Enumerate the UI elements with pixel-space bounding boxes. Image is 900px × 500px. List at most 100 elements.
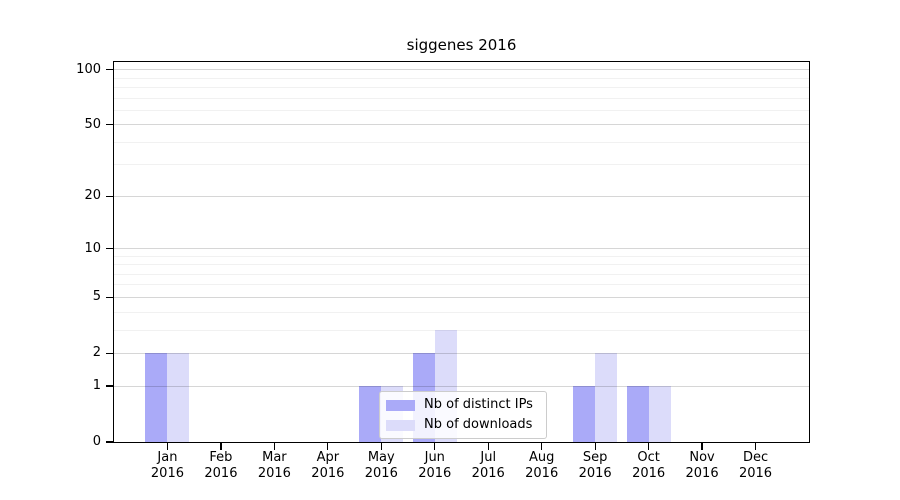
- x-tick: [380, 443, 382, 450]
- x-tick-label-line: 2016: [685, 466, 719, 481]
- x-tick-label-line: Jun: [424, 450, 445, 465]
- x-tick: [166, 443, 169, 450]
- y-tick: [106, 441, 113, 443]
- grid-line-minor: [114, 77, 809, 79]
- x-tick: [648, 443, 650, 450]
- x-tick-label-line: Apr: [316, 450, 340, 465]
- x-tick: [701, 443, 703, 450]
- x-tick-label-line: 2016: [150, 466, 184, 481]
- y-tick: [106, 124, 113, 126]
- y-tick: [106, 352, 113, 354]
- y-tick-label-20: 20: [84, 188, 101, 204]
- x-tick: [487, 443, 489, 450]
- y-tick-label-0: 0: [92, 434, 101, 449]
- x-tick-label-line: 2016: [525, 466, 559, 481]
- y-tick-label-5: 5: [92, 289, 101, 305]
- x-tick-label-mar-2016: Mar 2016: [239, 450, 309, 482]
- plot-area: [113, 61, 810, 443]
- bar-downloads-sep-2016: [595, 353, 618, 442]
- grid-line-minor: [114, 273, 809, 275]
- grid-line-minor: [114, 329, 809, 331]
- bar-ips-may-2016: [359, 386, 382, 442]
- legend-swatch-downloads-icon: [386, 419, 415, 431]
- grid-line-minor: [114, 264, 809, 266]
- x-tick-label-line: 2016: [311, 466, 345, 481]
- grid-line-major: [114, 385, 809, 387]
- x-tick-label-line: Dec: [742, 450, 769, 465]
- bar-ips-oct-2016: [626, 386, 649, 442]
- x-tick-label-feb-2016: Feb 2016: [186, 450, 256, 482]
- y-tick: [106, 296, 113, 298]
- x-tick: [434, 443, 436, 450]
- x-tick-label-line: May: [367, 450, 395, 465]
- x-tick-label-line: 2016: [578, 466, 612, 481]
- x-tick: [220, 443, 222, 450]
- x-tick-label-line: Feb: [209, 450, 233, 465]
- x-tick: [273, 443, 275, 450]
- y-tick-label-2: 2: [92, 345, 101, 361]
- bar-downloads-oct-2016: [648, 386, 671, 442]
- bar-downloads-jan-2016: [167, 353, 190, 442]
- grid-line-minor: [114, 109, 809, 111]
- grid-line-major: [114, 69, 809, 71]
- legend-label-downloads: Nb of downloads: [424, 417, 533, 432]
- x-tick-label-jul-2016: Jul 2016: [453, 450, 523, 482]
- grid-line-major: [114, 248, 809, 250]
- x-tick-label-may-2016: May 2016: [346, 450, 416, 482]
- x-tick-label-dec-2016: Dec 2016: [721, 450, 791, 482]
- y-tick-label-100: 100: [76, 61, 101, 77]
- y-tick: [106, 69, 113, 71]
- x-tick-label-line: 2016: [257, 466, 291, 481]
- legend-label-distinct-ips: Nb of distinct IPs: [424, 397, 533, 412]
- x-tick: [594, 443, 596, 450]
- grid-line-major: [114, 296, 809, 298]
- y-tick: [106, 385, 113, 387]
- x-tick-label-line: 2016: [418, 466, 452, 481]
- y-tick-label-1: 1: [92, 378, 101, 394]
- grid-line-minor: [114, 141, 809, 143]
- grid-line-major: [114, 352, 809, 354]
- grid-line-minor: [114, 255, 809, 257]
- x-tick-label-line: 2016: [632, 466, 666, 481]
- x-tick-label-line: Sep: [582, 450, 608, 465]
- x-tick-label-apr-2016: Apr 2016: [293, 450, 363, 482]
- legend-item-distinct-ips: Nb of distinct IPs: [386, 397, 538, 413]
- x-tick-label-sep-2016: Sep 2016: [560, 450, 630, 482]
- y-tick-label-10: 10: [84, 240, 101, 256]
- x-tick-label-line: 2016: [204, 466, 238, 481]
- grid-line-minor: [114, 311, 809, 313]
- bar-ips-jan-2016: [145, 353, 168, 442]
- y-tick: [106, 247, 113, 250]
- x-tick-label-line: 2016: [364, 466, 398, 481]
- legend-item-downloads: Nb of downloads: [386, 417, 538, 433]
- legend: Nb of distinct IPs Nb of downloads: [379, 391, 547, 439]
- x-tick: [754, 443, 757, 450]
- x-tick-label-line: Oct: [637, 450, 660, 465]
- x-tick: [327, 443, 329, 450]
- y-tick-label-50: 50: [84, 116, 101, 132]
- x-tick-label-line: 2016: [738, 466, 773, 481]
- x-tick-label-oct-2016: Oct 2016: [614, 450, 684, 482]
- x-tick-label-aug-2016: Aug 2016: [507, 450, 577, 482]
- gridlines-layer: [114, 62, 809, 442]
- chart-title: siggenes 2016: [406, 36, 517, 54]
- grid-line-minor: [114, 164, 809, 166]
- x-tick-label-line: Mar: [262, 450, 287, 465]
- bar-ips-sep-2016: [573, 386, 596, 442]
- x-tick-label-line: 2016: [471, 466, 505, 481]
- x-tick-label-nov-2016: Nov 2016: [667, 450, 737, 482]
- grid-line-major: [114, 195, 809, 197]
- grid-line-minor: [114, 86, 809, 88]
- x-tick-label-line: Aug: [528, 450, 555, 465]
- grid-line-major: [114, 124, 809, 126]
- x-tick-label-line: Nov: [689, 450, 715, 465]
- x-tick-label-jan-2016: Jan 2016: [132, 450, 202, 482]
- x-tick-label-line: Jul: [480, 450, 497, 465]
- y-tick: [106, 195, 113, 197]
- grid-line-minor: [114, 284, 809, 286]
- x-tick-label-jun-2016: Jun 2016: [400, 450, 470, 482]
- legend-swatch-distinct-ips-icon: [386, 399, 415, 411]
- x-tick-label-line: Jan: [157, 450, 178, 465]
- x-tick: [541, 443, 543, 450]
